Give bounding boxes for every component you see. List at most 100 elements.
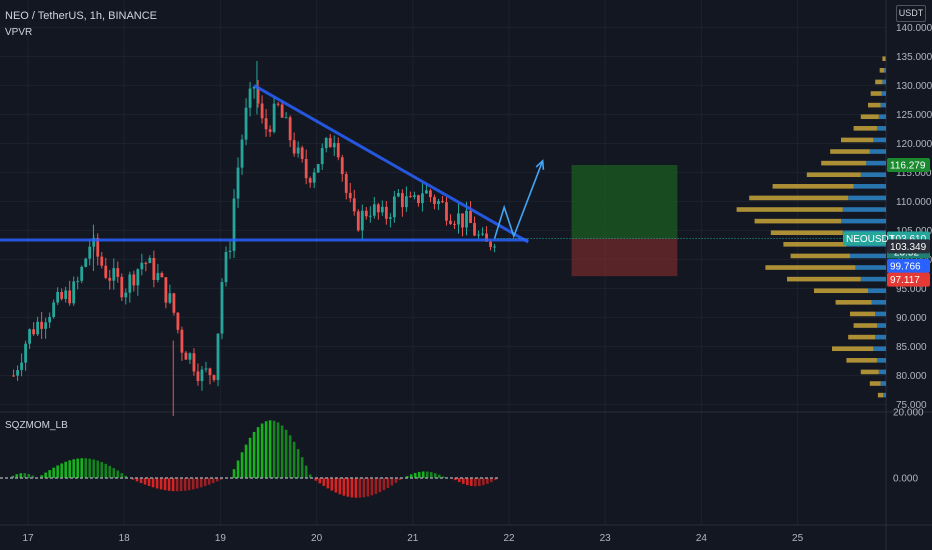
candle-body	[120, 276, 124, 298]
price-tick-label: 125.000	[896, 110, 932, 121]
momentum-tick-label: 0.000	[893, 474, 918, 485]
candle-body	[200, 369, 204, 382]
candle-body	[453, 223, 456, 225]
momentum-bar	[334, 478, 338, 493]
volume-bar-sell	[830, 149, 870, 154]
price-tick-label: 130.000	[896, 81, 932, 92]
volume-bar-sell	[860, 114, 879, 120]
candle-body	[204, 368, 208, 370]
momentum-bar	[474, 478, 477, 487]
momentum-bar	[405, 476, 409, 478]
volume-bar-sell	[848, 334, 876, 340]
momentum-bar	[179, 478, 183, 492]
volume-bar-sell	[835, 300, 872, 305]
volume-bar-buy	[848, 195, 886, 201]
volume-bar-sell	[765, 265, 856, 270]
volume-bar-sell	[806, 172, 861, 178]
target-price-badge-text: 116.279	[890, 161, 926, 172]
candle-body	[300, 147, 304, 159]
currency-unit-button[interactable]: USDT	[896, 5, 926, 22]
time-tick-label: 17	[22, 533, 34, 544]
target-zone	[571, 165, 678, 239]
entry-price-badge	[887, 259, 930, 274]
volume-bar-sell	[853, 126, 877, 131]
candle-body	[144, 262, 148, 264]
volume-bar-sell	[749, 195, 849, 201]
vpvr-label[interactable]: VPVR	[5, 27, 33, 38]
momentum-bar	[100, 462, 104, 478]
volume-bar-buy	[875, 311, 886, 317]
volume-bar-buy	[885, 56, 886, 62]
momentum-bar	[318, 478, 322, 484]
price-tick-label: 95.000	[896, 284, 927, 295]
candle-body	[352, 198, 356, 212]
candle-body	[76, 280, 80, 282]
time-tick-label: 24	[696, 533, 708, 544]
candle-body	[68, 290, 72, 304]
candle-body	[128, 274, 132, 293]
volume-bar-sell	[850, 311, 876, 317]
candle-body	[340, 157, 344, 175]
stop-zone	[571, 238, 678, 277]
momentum-bar	[203, 478, 207, 487]
momentum-bar	[280, 425, 284, 478]
candle-body	[196, 371, 200, 382]
momentum-bar	[19, 473, 23, 478]
momentum-bar	[308, 474, 312, 478]
candle-body	[308, 178, 312, 183]
volume-bar-sell	[877, 392, 884, 398]
candle-body	[172, 293, 176, 313]
volume-bar-buy	[880, 102, 886, 108]
momentum-bar	[175, 478, 179, 492]
momentum-bar	[409, 474, 413, 478]
position-zones	[571, 165, 678, 277]
candle-body	[164, 277, 168, 303]
momentum-bar	[76, 458, 80, 478]
symbol-title[interactable]: NEO / TetherUS, 1h, BINANCE	[5, 10, 158, 22]
candle-body	[112, 268, 116, 281]
momentum-histogram	[0, 420, 500, 498]
momentum-bar	[72, 459, 75, 478]
momentum-bar	[147, 478, 151, 487]
volume-bar-sell	[841, 137, 874, 143]
volume-bar-buy	[871, 300, 886, 305]
volume-bar-buy	[853, 184, 886, 189]
candle-body	[188, 353, 192, 360]
momentum-bar	[252, 431, 256, 478]
momentum-bar	[151, 478, 155, 488]
candle-body	[72, 281, 76, 304]
volume-bar-buy	[877, 323, 886, 328]
line-level-badge-text: 103.349	[890, 242, 927, 253]
momentum-bar	[390, 478, 394, 486]
momentum-bar	[314, 478, 318, 481]
momentum-bar	[31, 475, 35, 478]
price-axis[interactable]: 140.000 135.000 130.000 125.000 120.000 115.0…	[22, 23, 932, 544]
candle-body	[288, 117, 292, 141]
momentum-bar	[342, 478, 346, 496]
sqzmom-label[interactable]: SQZMOM_LB	[5, 420, 68, 431]
time-tick-label: 22	[503, 533, 515, 544]
symbol-badge-text: NEOUSDT	[846, 234, 895, 245]
candle-body	[248, 88, 252, 108]
volume-bar-sell	[787, 276, 861, 282]
candle-body	[176, 312, 180, 330]
volume-bar-buy	[878, 369, 886, 375]
candle-body	[461, 213, 464, 228]
candle-body	[44, 322, 48, 329]
candle-body	[208, 368, 212, 376]
candle-body	[88, 246, 92, 259]
momentum-bar	[417, 471, 421, 478]
volume-bar-sell	[770, 230, 843, 236]
volume-bar-sell	[853, 323, 877, 328]
entry-price-badge-text: 99.766	[890, 262, 921, 273]
volume-bar-sell	[860, 369, 879, 375]
time-tick-label: 20	[311, 533, 323, 544]
momentum-bar	[272, 420, 276, 478]
momentum-bar	[88, 458, 92, 478]
candle-body	[100, 256, 104, 266]
momentum-bar	[478, 478, 481, 486]
candle-body	[481, 233, 484, 235]
candle-body	[140, 262, 144, 270]
